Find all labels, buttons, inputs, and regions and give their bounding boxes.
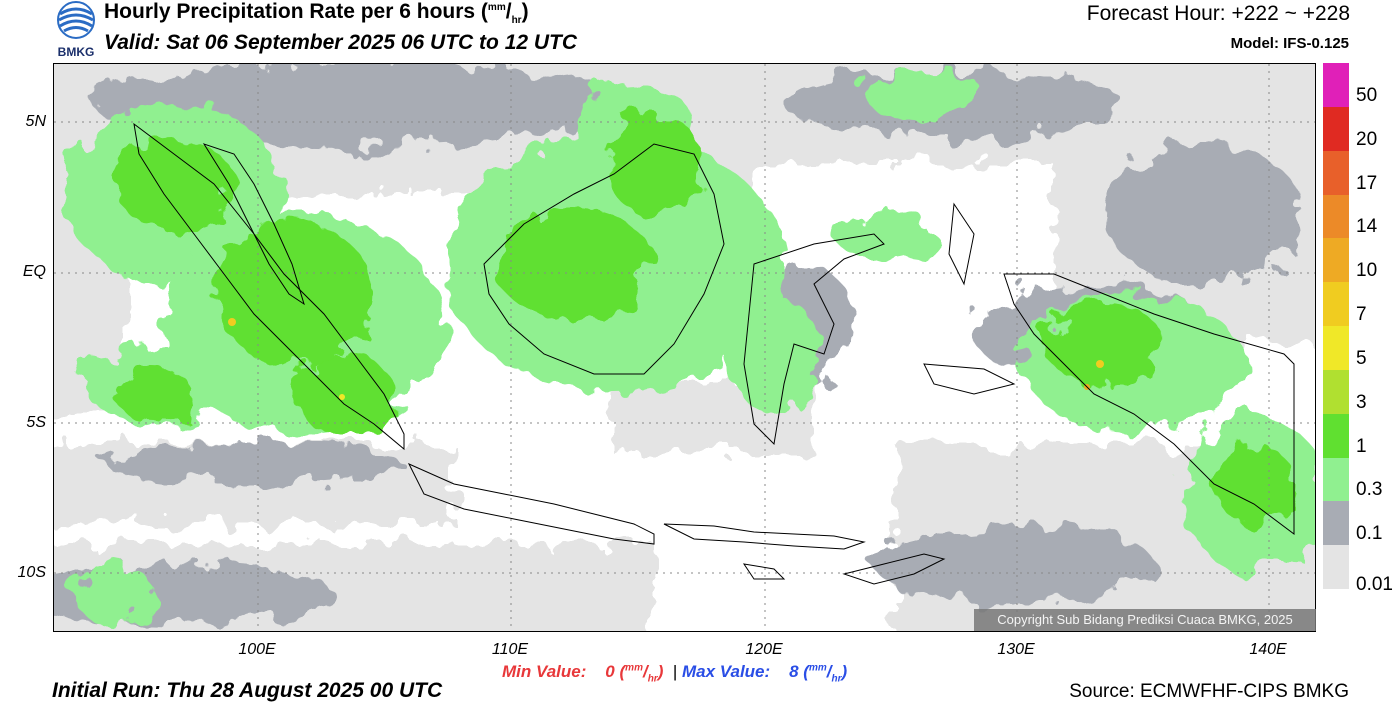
lat-label-eq: EQ bbox=[22, 263, 46, 280]
model-label: Model: IFS-0.125 bbox=[1230, 35, 1349, 52]
colorbar-label: 10 bbox=[1356, 260, 1378, 282]
lon-label-130e: 130E bbox=[997, 641, 1035, 658]
colorbar-segment bbox=[1323, 501, 1349, 546]
colorbar-segment bbox=[1323, 282, 1349, 327]
copyright-notice: Copyright Sub Bidang Prediksi Cuaca BMKG… bbox=[974, 609, 1316, 631]
lon-label-140e: 140E bbox=[1249, 641, 1287, 658]
colorbar-label: 17 bbox=[1356, 172, 1378, 194]
colorbar-label: 5 bbox=[1356, 347, 1367, 369]
colorbar-label: 50 bbox=[1356, 84, 1378, 106]
min-label: Min Value: bbox=[502, 662, 587, 681]
initial-run: Initial Run: Thu 28 August 2025 00 UTC bbox=[52, 679, 443, 702]
forecast-hour: Forecast Hour: +222 ~ +228 bbox=[1086, 2, 1350, 25]
precip-field-green bbox=[114, 114, 1294, 524]
title-unit-den: hr bbox=[511, 15, 522, 27]
precipitation-map[interactable] bbox=[53, 63, 1316, 632]
colorbar-label: 3 bbox=[1356, 391, 1367, 413]
page-title: Hourly Precipitation Rate per 6 hours (m… bbox=[104, 0, 529, 27]
coastlines bbox=[133, 122, 1295, 585]
min-value: 0 bbox=[605, 662, 615, 681]
colorbar-segment bbox=[1323, 413, 1349, 458]
lon-label-120e: 120E bbox=[745, 641, 783, 658]
lat-label-5s: 5S bbox=[26, 414, 46, 431]
data-source: Source: ECMWFHF-CIPS BMKG bbox=[1069, 681, 1349, 702]
colorbar bbox=[1323, 63, 1349, 590]
colorbar-label: 0.3 bbox=[1356, 479, 1383, 501]
max-value: 8 bbox=[789, 662, 799, 681]
minmax-separator: | bbox=[672, 662, 678, 681]
colorbar-segment bbox=[1323, 457, 1349, 502]
colorbar-segment bbox=[1323, 150, 1349, 195]
hotspot-1 bbox=[228, 318, 236, 326]
title-text: Hourly Precipitation Rate per 6 hours bbox=[104, 0, 476, 23]
min-max-values: Min Value: 0 (mm/hr) | Max Value: 8 (mm/… bbox=[502, 662, 848, 685]
colorbar-segment bbox=[1323, 545, 1349, 590]
colorbar-label: 7 bbox=[1356, 304, 1367, 325]
colorbar-label: 0.01 bbox=[1356, 574, 1393, 595]
svg-text:BMKG: BMKG bbox=[58, 45, 95, 58]
graticule bbox=[54, 64, 1315, 631]
colorbar-label: 1 bbox=[1356, 435, 1367, 457]
lat-label-5n: 5N bbox=[25, 113, 46, 130]
lon-label-110e: 110E bbox=[491, 641, 529, 658]
colorbar-label: 0.1 bbox=[1356, 523, 1383, 545]
title-unit-num: mm bbox=[487, 2, 506, 13]
hotspot-2 bbox=[339, 394, 345, 400]
colorbar-segment bbox=[1323, 106, 1349, 152]
bmkg-logo: BMKG bbox=[52, 0, 100, 59]
colorbar-label: 20 bbox=[1356, 128, 1378, 150]
colorbar-segment bbox=[1323, 326, 1349, 371]
valid-time: Valid: Sat 06 September 2025 06 UTC to 1… bbox=[104, 31, 578, 54]
max-label: Max Value: bbox=[681, 662, 771, 681]
lat-label-10s: 10S bbox=[17, 564, 46, 581]
lon-label-100e: 100E bbox=[238, 641, 276, 658]
colorbar-segment bbox=[1323, 194, 1349, 239]
colorbar-label: 14 bbox=[1356, 216, 1378, 238]
colorbar-segment bbox=[1323, 63, 1349, 108]
hotspot-3 bbox=[1096, 360, 1104, 368]
colorbar-segment bbox=[1323, 238, 1349, 283]
colorbar-segment bbox=[1323, 369, 1349, 415]
